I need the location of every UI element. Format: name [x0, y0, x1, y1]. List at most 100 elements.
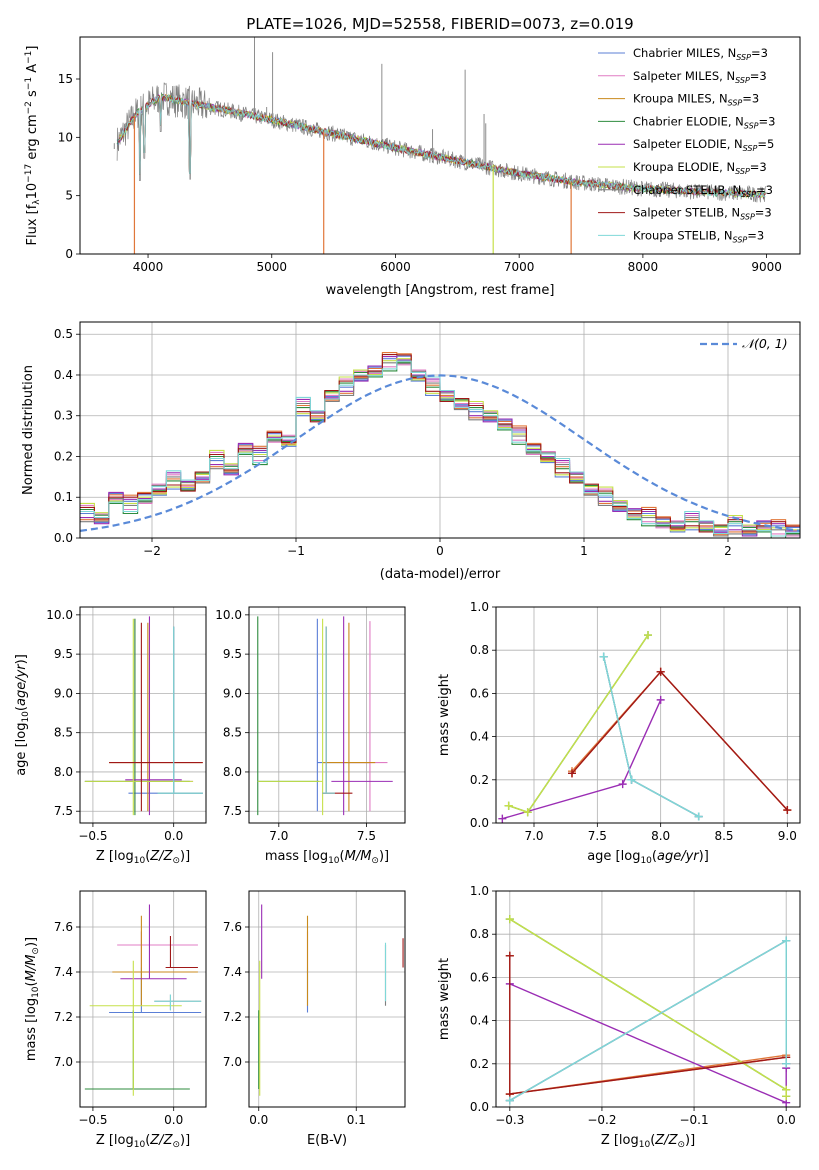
y-tick-label: 7.2 — [54, 1010, 73, 1024]
y-tick-label: 8.0 — [54, 765, 73, 779]
weight-marker — [656, 695, 665, 704]
mass-vs-EBV-frame — [248, 890, 406, 1108]
y-tick-label: 0.0 — [470, 1100, 489, 1114]
spectrum-plot-area — [113, 37, 766, 254]
y-axis-label: mass weight — [437, 674, 452, 756]
residuals-axes: −2 −1 0 1 2 0.0 0.1 0.2 0.3 0.4 0.5 — [54, 322, 800, 558]
y-tick-label: 1.0 — [470, 600, 489, 614]
y-tick-label: 7.4 — [54, 965, 73, 979]
y-tick-label: 0.2 — [470, 773, 489, 787]
y-tick-label: 9.0 — [54, 686, 73, 700]
legend-entry: Kroupa MILES, NSSP=3 — [633, 92, 759, 108]
y-tick-label: 1.0 — [470, 884, 489, 898]
y-tick-label: 0.8 — [470, 643, 489, 657]
x-axis-label: Z [log10(Z/Z⊙)] — [601, 1133, 695, 1150]
weight-marker — [782, 1092, 791, 1101]
y-tick-label: 9.0 — [223, 686, 242, 700]
x-tick-label: −2 — [143, 544, 161, 558]
histogram-kroupa-stelib — [80, 360, 800, 537]
y-tick-label: 0.4 — [54, 368, 73, 382]
x-tick-label: 0 — [436, 544, 444, 558]
y-axis-label: Normed distribution — [21, 365, 36, 495]
y-tick-label: 7.2 — [223, 1010, 242, 1024]
y-tick-label: 0.0 — [54, 531, 73, 545]
y-tick-label: 7.5 — [54, 804, 73, 818]
x-tick-label: 1 — [580, 544, 588, 558]
y-tick-label: 9.5 — [54, 647, 73, 661]
y-tick-label: 7.6 — [223, 920, 242, 934]
y-tick-label: 8.0 — [223, 765, 242, 779]
legend-entry: Salpeter ELODIE, NSSP=5 — [633, 137, 774, 153]
x-tick-label: −0.1 — [679, 1113, 708, 1127]
y-axis-label: Flux [fλ10−17 erg cm−2 s−1 A−1] — [24, 46, 42, 246]
weight-marker — [656, 667, 665, 676]
y-tick-label: 0.4 — [470, 1014, 489, 1028]
residuals-plot-area — [80, 352, 800, 538]
y-tick-label: 0.1 — [54, 490, 73, 504]
y-tick-label: 0.5 — [54, 327, 73, 341]
legend-entry: Salpeter STELIB, NSSP=3 — [633, 206, 772, 222]
model-spectrum-kroupa-stelib — [119, 94, 766, 198]
legend-entry: 𝒩(0, 1) — [742, 336, 788, 351]
weight-marker — [618, 780, 627, 789]
weight-vs-Z-plot-area — [505, 915, 791, 1107]
x-tick-label: 0.0 — [777, 1113, 796, 1127]
y-tick-label: 0.2 — [54, 449, 73, 463]
mass-vs-EBV-plot-area — [258, 904, 404, 1096]
x-tick-label: 7.5 — [357, 829, 376, 843]
x-tick-label: 8.5 — [714, 829, 733, 843]
legend-entry: Chabrier ELODIE, NSSP=3 — [633, 114, 775, 130]
x-tick-label: 7.0 — [524, 829, 543, 843]
weight-marker — [783, 806, 792, 815]
y-tick-label: 7.6 — [54, 920, 73, 934]
weight-marker — [782, 1059, 791, 1068]
y-tick-label: 0.6 — [470, 686, 489, 700]
spectrum-frame — [79, 36, 801, 255]
y-axis-label: mass [log10(M/M⊙)] — [24, 937, 41, 1061]
x-tick-label: −0.3 — [495, 1113, 524, 1127]
weight-marker — [505, 951, 514, 960]
mass-vs-Z-frame — [79, 890, 207, 1108]
legend-entry: Kroupa ELODIE, NSSP=3 — [633, 160, 767, 176]
x-tick-label: 9000 — [751, 260, 782, 274]
legend-entry: Salpeter MILES, NSSP=3 — [633, 69, 767, 85]
y-tick-label: 0.0 — [470, 816, 489, 830]
figure-title: PLATE=1026, MJD=52558, FIBERID=0073, z=0… — [246, 15, 633, 33]
y-tick-label: 7.5 — [223, 804, 242, 818]
mass-vs-Z-plot-area — [84, 904, 202, 1096]
residuals-frame — [79, 321, 801, 539]
x-axis-label: Z [log10(Z/Z⊙)] — [96, 1133, 190, 1150]
y-tick-label: 8.5 — [54, 726, 73, 740]
spectrum-legend: Chabrier MILES, NSSP=3 Salpeter MILES, NS… — [598, 46, 775, 244]
legend-entry: Chabrier STELIB, NSSP=3 — [633, 183, 773, 199]
weight-marker — [505, 915, 514, 924]
x-tick-label: 0.0 — [249, 1113, 268, 1127]
mass-vs-Z-axes: −0.5 0.0 7.0 7.2 7.4 7.6 — [54, 891, 206, 1127]
legend-entry: Kroupa STELIB, NSSP=3 — [633, 228, 764, 244]
x-tick-label: 0.1 — [347, 1113, 366, 1127]
x-tick-label: −0.5 — [78, 1113, 107, 1127]
x-tick-label: 2 — [724, 544, 732, 558]
age-vs-Z-axes: −0.5 0.0 7.5 8.0 8.5 9.0 9.5 10.0 — [46, 607, 206, 843]
x-axis-label: mass [log10(M/M⊙)] — [265, 849, 389, 866]
weight-marker — [505, 1096, 514, 1105]
weight-marker — [523, 808, 532, 817]
weight-marker — [627, 775, 636, 784]
x-axis-label: wavelength [Angstrom, rest frame] — [326, 283, 555, 298]
x-tick-label: 7.0 — [269, 829, 288, 843]
legend-entry: Chabrier MILES, NSSP=3 — [633, 46, 768, 62]
x-tick-label: 4000 — [133, 260, 164, 274]
spectrum-axes: 4000 5000 6000 7000 8000 9000 0 5 10 15 — [58, 72, 782, 274]
weight-marker — [599, 652, 608, 661]
x-tick-label: 9.0 — [778, 829, 797, 843]
weight-marker — [694, 812, 703, 821]
x-tick-label: 0.0 — [164, 829, 183, 843]
y-tick-label: 0.2 — [470, 1057, 489, 1071]
y-tick-label: 0.3 — [54, 409, 73, 423]
x-axis-label: age [log10(age/yr)] — [587, 849, 709, 866]
weight-vs-Z-frame — [495, 890, 801, 1108]
weight-marker — [504, 801, 513, 810]
